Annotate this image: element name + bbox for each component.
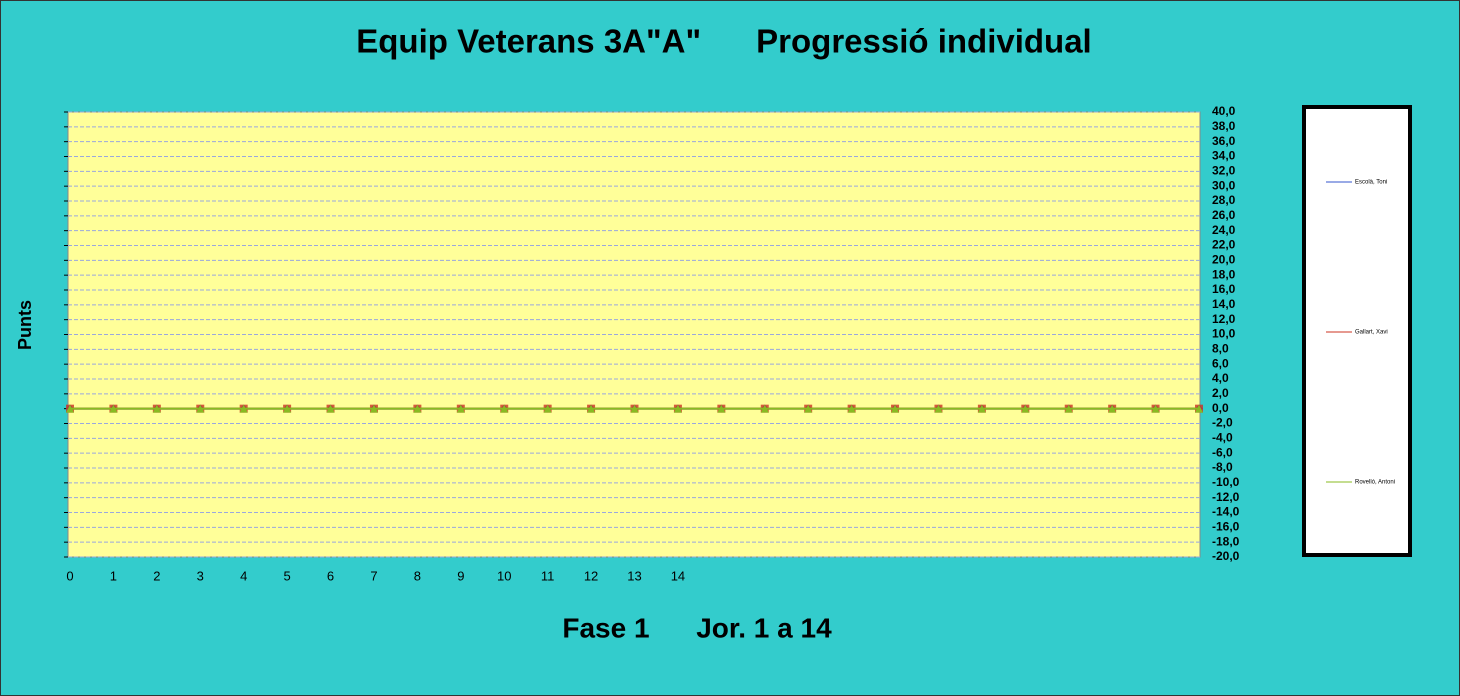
point-marker	[326, 404, 335, 413]
y-tick-label: 30,0	[1212, 178, 1236, 192]
point-marker	[66, 404, 74, 413]
y-tick-label: -6,0	[1212, 445, 1233, 459]
x-tick-label: 6	[327, 568, 334, 583]
point-marker	[109, 404, 118, 413]
point-marker	[1195, 404, 1203, 413]
point-marker	[934, 404, 943, 413]
x-tick-label: 5	[283, 568, 290, 583]
point-marker	[369, 404, 378, 413]
legend-box	[1302, 105, 1412, 557]
point-marker	[413, 404, 422, 413]
y-tick-label: -4,0	[1212, 431, 1233, 445]
y-tick-label: -2,0	[1212, 416, 1233, 430]
point-marker	[500, 404, 509, 413]
y-tick-label: -18,0	[1212, 534, 1240, 548]
point-marker	[760, 404, 769, 413]
point-marker	[673, 404, 682, 413]
y-tick-label: -14,0	[1212, 505, 1240, 519]
point-marker	[283, 404, 292, 413]
grid: -20,0-18,0-16,0-14,0-12,0-10,0-8,0-6,0-4…	[64, 104, 1240, 563]
x-tick-label: 9	[457, 568, 464, 583]
legend-label: Rovelló, Antoni	[1355, 480, 1395, 486]
y-tick-label: 34,0	[1212, 149, 1236, 163]
point-marker	[1151, 404, 1160, 413]
y-tick-label: 12,0	[1212, 312, 1236, 326]
point-marker	[196, 404, 205, 413]
series-layer	[66, 404, 1203, 413]
point-marker	[977, 404, 986, 413]
y-tick-label: 20,0	[1212, 253, 1236, 267]
y-tick-label: 10,0	[1212, 327, 1236, 341]
x-tick-label: 10	[497, 568, 511, 583]
x-tick-label: 1	[110, 568, 117, 583]
legend-label: Gallart, Xavi	[1355, 330, 1388, 336]
x-tick-label: 3	[197, 568, 204, 583]
legend-label: Escolà, Toni	[1355, 180, 1387, 186]
y-tick-label: 38,0	[1212, 119, 1236, 133]
x-tick-label: 0	[66, 568, 73, 583]
y-tick-label: 26,0	[1212, 208, 1236, 222]
point-marker	[717, 404, 726, 413]
x-tick-label: 4	[240, 568, 247, 583]
chart-title: Equip Veterans 3A"A" Progressió individu…	[356, 23, 1091, 60]
y-tick-label: -16,0	[1212, 520, 1240, 534]
y-tick-label: 32,0	[1212, 164, 1236, 178]
point-marker	[152, 404, 161, 413]
x-tick-label: 14	[671, 568, 685, 583]
point-marker	[847, 404, 856, 413]
y-tick-label: -8,0	[1212, 460, 1233, 474]
y-tick-label: 18,0	[1212, 267, 1236, 281]
y-tick-label: -10,0	[1212, 475, 1240, 489]
y-tick-label: 22,0	[1212, 238, 1236, 252]
x-tick-label: 13	[627, 568, 641, 583]
y-tick-label: 2,0	[1212, 386, 1229, 400]
x-axis-title: Fase 1 Jor. 1 a 14	[562, 612, 832, 643]
point-marker	[1021, 404, 1030, 413]
y-tick-label: 24,0	[1212, 223, 1236, 237]
y-axis-title: Punts	[15, 300, 35, 350]
x-tick-label: 11	[541, 568, 555, 583]
y-tick-label: 6,0	[1212, 356, 1229, 370]
x-tick-label: 7	[370, 568, 377, 583]
y-tick-label: 14,0	[1212, 297, 1236, 311]
y-tick-label: -20,0	[1212, 549, 1240, 563]
y-tick-label: 8,0	[1212, 342, 1229, 356]
point-marker	[630, 404, 639, 413]
point-marker	[587, 404, 596, 413]
y-tick-label: -12,0	[1212, 490, 1240, 504]
y-tick-label: 40,0	[1212, 104, 1236, 118]
point-marker	[456, 404, 465, 413]
point-marker	[804, 404, 813, 413]
y-tick-label: 36,0	[1212, 134, 1236, 148]
point-marker	[239, 404, 248, 413]
y-tick-label: 0,0	[1212, 401, 1229, 415]
x-tick-label: 2	[153, 568, 160, 583]
point-marker	[543, 404, 552, 413]
x-tick-label: 12	[584, 568, 598, 583]
y-tick-label: 28,0	[1212, 193, 1236, 207]
y-tick-label: 16,0	[1212, 282, 1236, 296]
point-marker	[1064, 404, 1073, 413]
point-marker	[1108, 404, 1117, 413]
x-tick-label: 8	[414, 568, 421, 583]
point-marker	[891, 404, 900, 413]
y-tick-label: 4,0	[1212, 371, 1229, 385]
